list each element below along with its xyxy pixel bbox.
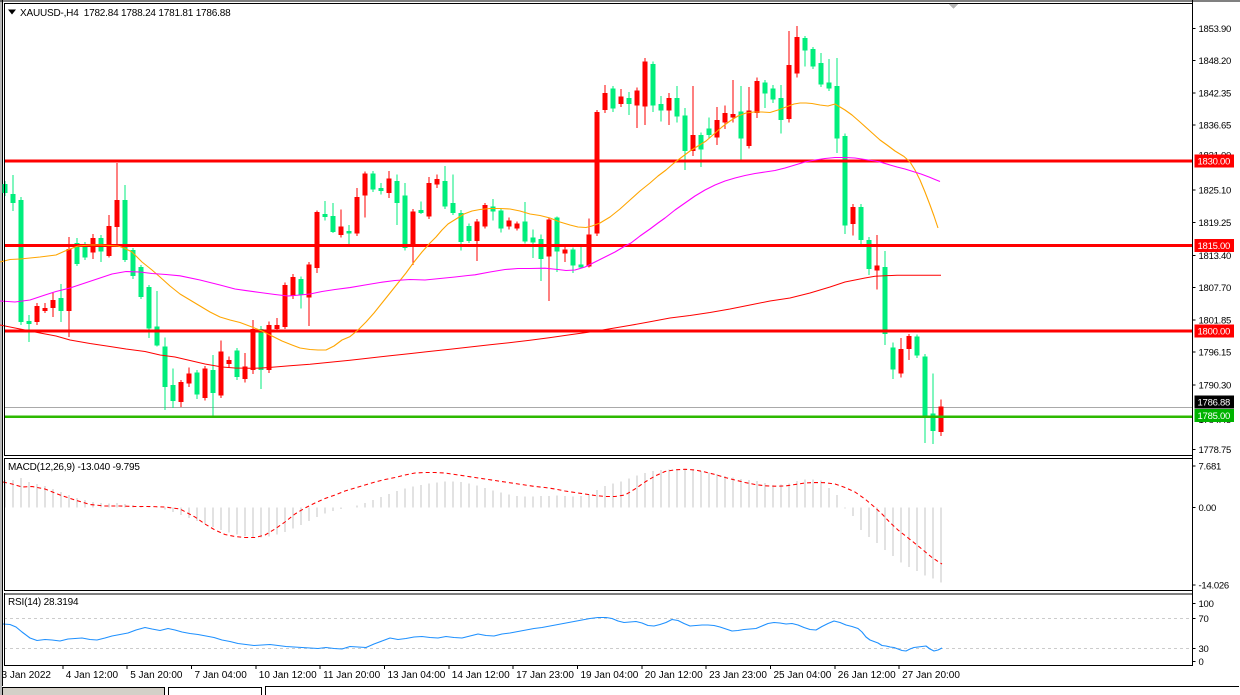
svg-text:19 Jan 04:00: 19 Jan 04:00 [581,670,639,681]
svg-text:27 Jan 20:00: 27 Jan 20:00 [902,670,960,681]
svg-text:1848.20: 1848.20 [1199,56,1232,67]
svg-text:1786.88: 1786.88 [1198,398,1231,409]
svg-text:RSI(14) 28.3194: RSI(14) 28.3194 [8,597,79,608]
svg-text:100: 100 [1199,599,1214,610]
svg-text:26 Jan 12:00: 26 Jan 12:00 [838,670,896,681]
svg-text:1842.35: 1842.35 [1199,89,1232,100]
svg-text:7 Jan 04:00: 7 Jan 04:00 [195,670,248,681]
svg-text:1796.15: 1796.15 [1199,348,1232,359]
svg-text:1853.90: 1853.90 [1199,24,1232,35]
svg-text:20 Jan 12:00: 20 Jan 12:00 [645,670,703,681]
svg-text:1801.85: 1801.85 [1199,316,1232,327]
svg-text:1800.00: 1800.00 [1198,327,1231,338]
svg-text:1785.00: 1785.00 [1198,411,1231,422]
svg-text:5 Jan 20:00: 5 Jan 20:00 [130,670,183,681]
svg-text:30: 30 [1199,644,1209,655]
svg-text:1790.30: 1790.30 [1199,380,1232,391]
svg-text:0.00: 0.00 [1199,503,1217,514]
svg-text:17 Jan 23:00: 17 Jan 23:00 [516,670,574,681]
svg-text:7.681: 7.681 [1199,462,1222,473]
svg-text:4 Jan 12:00: 4 Jan 12:00 [66,670,119,681]
svg-text:1830.00: 1830.00 [1198,157,1231,168]
svg-text:1819.25: 1819.25 [1199,218,1232,229]
svg-text:1778.75: 1778.75 [1199,445,1232,456]
svg-text:-14.026: -14.026 [1199,581,1229,592]
svg-text:23 Jan 23:00: 23 Jan 23:00 [709,670,767,681]
svg-text:1813.40: 1813.40 [1199,251,1232,262]
svg-text:11 Jan 20:00: 11 Jan 20:00 [323,670,381,681]
svg-text:XAUUSD-,H4 1782.84 1788.24 17: XAUUSD-,H4 1782.84 1788.24 1781.81 1786.… [20,8,231,19]
svg-text:1836.65: 1836.65 [1199,121,1232,132]
svg-text:10 Jan 12:00: 10 Jan 12:00 [259,670,317,681]
svg-text:25 Jan 04:00: 25 Jan 04:00 [774,670,832,681]
svg-text:3 Jan 2022: 3 Jan 2022 [2,670,52,681]
svg-text:1807.70: 1807.70 [1199,283,1232,294]
svg-text:0: 0 [1199,657,1204,668]
svg-text:1825.10: 1825.10 [1199,185,1232,196]
svg-text:1815.00: 1815.00 [1198,241,1231,252]
svg-text:14 Jan 12:00: 14 Jan 12:00 [452,670,510,681]
svg-text:13 Jan 04:00: 13 Jan 04:00 [388,670,446,681]
svg-text:70: 70 [1199,614,1209,625]
svg-text:MACD(12,26,9) -13.040 -9.795: MACD(12,26,9) -13.040 -9.795 [8,462,140,473]
